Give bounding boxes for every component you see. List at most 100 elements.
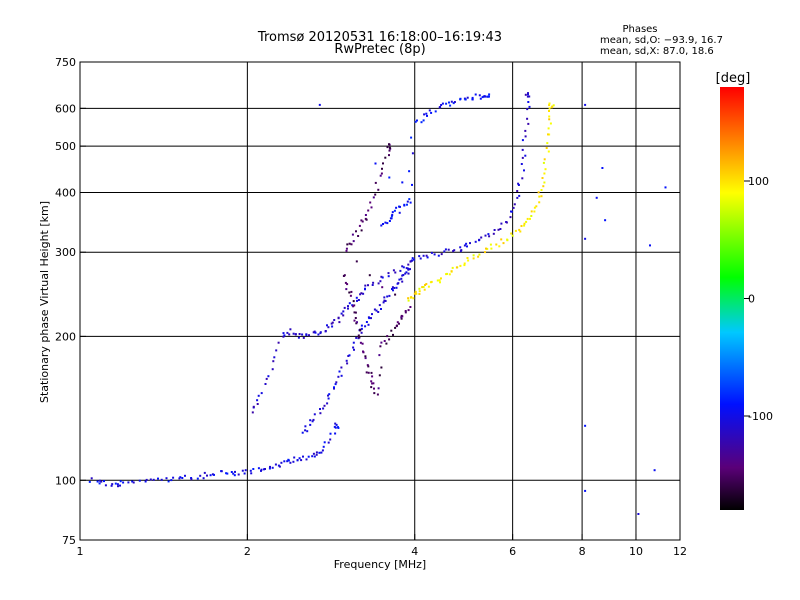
echo-point [653,469,656,472]
echo-point [353,319,356,322]
echo-point [213,473,215,476]
echo-point [374,181,377,184]
echo-point [521,148,524,151]
echo-point [538,195,541,198]
echo-point [410,296,413,299]
echo-point [547,133,549,136]
echo-point [234,470,236,473]
echo-point [538,201,541,204]
echo-point [383,299,386,302]
echo-point [353,304,356,307]
echo-point [294,333,297,336]
echo-point [416,119,418,122]
echo-point [398,278,401,281]
echo-point [601,167,604,169]
echo-point [394,293,397,296]
echo-point [249,469,252,472]
echo-point [364,325,367,328]
echo-point [518,194,521,197]
echo-point [348,242,351,245]
echo-point [273,356,276,359]
echo-point [250,472,253,475]
echo-point [319,412,322,415]
echo-point [452,102,455,105]
echo-point [301,431,304,434]
echo-point [379,174,382,177]
echo-point [298,457,301,460]
echo-point [378,374,381,377]
echo-point [409,268,411,271]
echo-point [377,282,380,285]
y-tick-label: 750 [55,56,76,69]
echo-point [390,329,393,332]
echo-point [393,209,396,212]
echo-point [289,461,292,464]
phases-box-title: Phases [622,24,657,35]
echo-point [388,176,391,179]
echo-point [478,238,481,241]
echo-point [260,392,263,395]
x-tick-label: 12 [673,545,687,558]
colorbar-tick-label: 0 [748,293,755,306]
echo-point [511,234,514,237]
echo-point [272,360,275,363]
echo-point [584,489,587,492]
echo-point [302,336,305,339]
echo-point [361,342,364,345]
echo-point [145,478,148,481]
echo-point [170,479,173,482]
echo-point [329,438,332,441]
echo-point [275,349,278,352]
echo-point [333,386,335,389]
echo-point [352,341,355,344]
echo-point [90,477,93,480]
echo-point [286,460,289,463]
echo-point [422,286,425,288]
echo-point [403,203,406,206]
x-tick-label: 6 [509,545,516,558]
echo-point [437,254,440,257]
echo-point [359,293,362,296]
echo-point [472,257,475,260]
echo-point [451,266,454,269]
echo-point [391,288,393,290]
echo-point [117,485,119,488]
echo-point [301,333,304,336]
echo-point [361,220,364,223]
echo-point [548,102,551,105]
echo-point [487,95,490,98]
echo-point [407,297,410,300]
echo-point [448,101,450,104]
echo-point [364,284,367,287]
echo-point [367,371,370,374]
echo-point [333,387,335,390]
echo-point [393,287,396,289]
echo-point [423,288,426,291]
echo-point [430,251,433,254]
echo-point [441,102,444,105]
echo-point [172,476,175,479]
echo-point [523,222,526,225]
echo-point [387,275,390,278]
echo-point [369,201,372,204]
echo-point [260,468,263,471]
echo-point [312,452,315,455]
echo-point [548,118,551,121]
echo-point [409,306,412,308]
echo-point [372,196,375,199]
echo-point [179,476,182,479]
echo-point [406,203,408,206]
echo-point [404,311,407,314]
colorbar-label: [deg] [716,71,751,86]
echo-point [530,215,533,217]
echo-point [289,328,292,331]
echo-point [584,103,587,106]
echo-point [548,133,551,136]
echo-point [439,281,441,284]
echo-point [243,472,246,475]
echo-point [407,263,410,266]
echo-point [349,294,352,297]
echo-point [374,193,377,196]
echo-point [471,96,474,99]
echo-point [384,300,387,302]
